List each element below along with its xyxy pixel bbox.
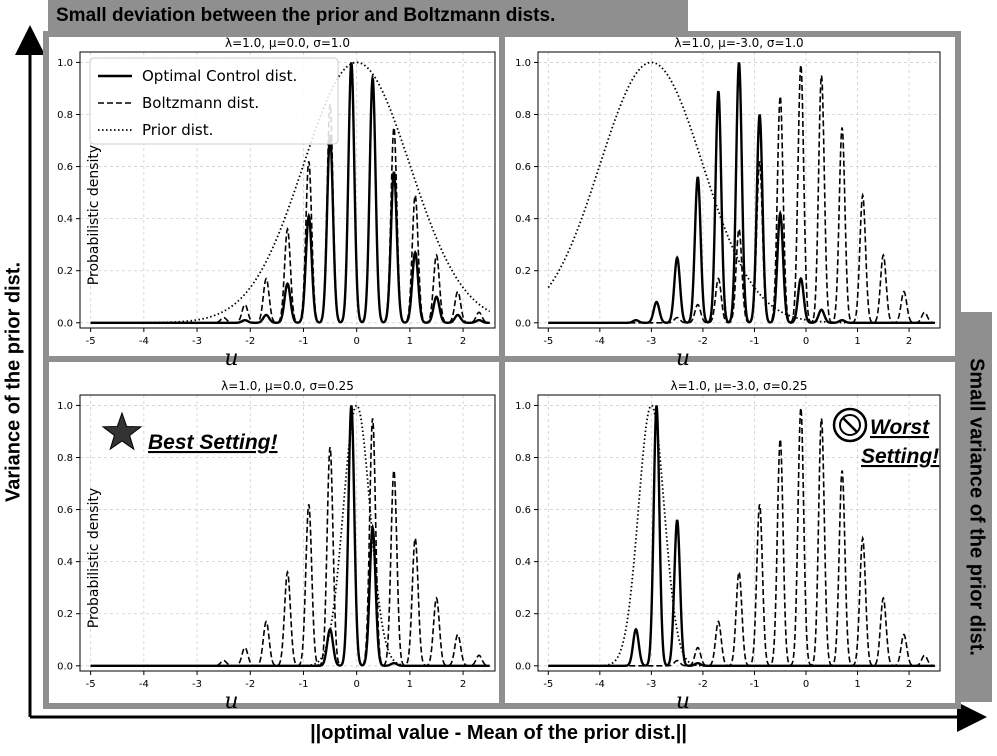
right-banner: Small variance of the prior dist. bbox=[960, 312, 992, 702]
x-tick-label: 2 bbox=[906, 336, 912, 347]
x-tick-label: -2 bbox=[245, 336, 255, 347]
x-tick-label: 1 bbox=[407, 336, 413, 347]
x-tick-label: -4 bbox=[595, 679, 605, 690]
y-tick-label: 0.2 bbox=[515, 266, 531, 277]
x-tick-label: 2 bbox=[460, 679, 466, 690]
y-tick-label: 1.0 bbox=[57, 58, 73, 69]
x-tick-label: 0 bbox=[803, 336, 809, 347]
x-tick-label: 2 bbox=[460, 336, 466, 347]
subplot-1: -5 -4 -3 -2 -1 0 1 2 0.0 0.2 0.4 0.6 0.8 1.0 λ=1.0, μ=… bbox=[57, 36, 496, 371]
y-tick-label: 1.0 bbox=[515, 58, 531, 69]
y-tick-label: 0.0 bbox=[57, 318, 73, 329]
y-tick-label: 0.8 bbox=[57, 453, 73, 464]
y-tick-label: 0.4 bbox=[57, 557, 73, 568]
x-axis-title: u bbox=[676, 689, 690, 714]
y-tick-label: 0.4 bbox=[515, 557, 531, 568]
x-axis-title: u bbox=[676, 346, 690, 371]
series-line-dashed bbox=[90, 405, 490, 667]
plot-area-frame bbox=[79, 51, 496, 329]
x-tick-label: -5 bbox=[86, 679, 96, 690]
series-line-dotted bbox=[548, 404, 935, 667]
x-tick-label: 1 bbox=[854, 336, 860, 347]
subplot-title: λ=1.0, μ=0.0, σ=1.0 bbox=[225, 36, 350, 50]
y-tick-label: 0.0 bbox=[515, 661, 531, 672]
x-tick-label: -3 bbox=[192, 336, 202, 347]
y-axis-title: Probabilistic density bbox=[86, 145, 102, 285]
plot-area-frame bbox=[79, 394, 496, 672]
x-tick-label: 0 bbox=[353, 336, 359, 347]
x-tick-label: 1 bbox=[407, 679, 413, 690]
x-tick-label: 2 bbox=[906, 679, 912, 690]
subplot-4: -5 -4 -3 -2 -1 0 1 2 0.0 0.2 0.4 0.6 0.8 1.0 λ=1.0, μ=… bbox=[515, 379, 941, 714]
x-tick-label: -3 bbox=[646, 336, 656, 347]
prohibited-icon-bar bbox=[842, 417, 858, 433]
series-line-solid bbox=[548, 62, 935, 324]
x-tick-label: -2 bbox=[698, 679, 708, 690]
subplot-title: λ=1.0, μ=0.0, σ=0.25 bbox=[221, 379, 354, 393]
plot-area-frame bbox=[537, 394, 941, 672]
y-tick-label: 0.8 bbox=[515, 110, 531, 121]
legend-entry: Optimal Control dist. bbox=[142, 67, 297, 85]
subplot-title: λ=1.0, μ=-3.0, σ=1.0 bbox=[674, 36, 803, 50]
y-tick-label: 0.6 bbox=[57, 162, 73, 173]
x-tick-label: 0 bbox=[803, 679, 809, 690]
annotation-worst-line2: Setting! bbox=[861, 445, 939, 468]
y-tick-label: 0.0 bbox=[515, 318, 531, 329]
top-banner: Small deviation between the prior and Bo… bbox=[48, 0, 688, 32]
x-tick-label: -5 bbox=[86, 336, 96, 347]
annotation-best: Best Setting! bbox=[148, 431, 278, 454]
x-tick-label: -5 bbox=[543, 679, 553, 690]
y-tick-label: 0.2 bbox=[57, 266, 73, 277]
x-axis-title: u bbox=[224, 689, 238, 714]
x-tick-label: -3 bbox=[192, 679, 202, 690]
subplot-title: λ=1.0, μ=-3.0, σ=0.25 bbox=[671, 379, 808, 393]
x-tick-label: -4 bbox=[139, 336, 149, 347]
y-tick-label: 0.8 bbox=[57, 110, 73, 121]
y-tick-label: 0.2 bbox=[515, 609, 531, 620]
y-tick-label: 0.6 bbox=[515, 505, 531, 516]
x-tick-label: -1 bbox=[749, 336, 759, 347]
annotation-worst-line1: Worst bbox=[870, 416, 930, 439]
x-tick-label: 1 bbox=[854, 679, 860, 690]
star-icon bbox=[101, 411, 143, 451]
x-tick-label: 0 bbox=[353, 679, 359, 690]
y-tick-label: 0.0 bbox=[57, 661, 73, 672]
legend-entry: Boltzmann dist. bbox=[142, 94, 259, 112]
y-tick-label: 0.2 bbox=[57, 609, 73, 620]
prohibited-icon bbox=[832, 407, 868, 443]
series-line-dashed bbox=[548, 64, 935, 324]
subplot-2: -5 -4 -3 -2 -1 0 1 2 0.0 0.2 0.4 0.6 0.8 1.0 λ=1.0, μ=… bbox=[515, 36, 941, 371]
subplot-3: -5 -4 -3 -2 -1 0 1 2 0.0 0.2 0.4 0.6 0.8 1.0 λ=1.0, μ=… bbox=[57, 379, 496, 714]
prohibited-icon-inner bbox=[839, 414, 861, 436]
x-tick-label: -1 bbox=[298, 336, 308, 347]
y-tick-label: 0.4 bbox=[57, 214, 73, 225]
x-tick-label: -3 bbox=[646, 679, 656, 690]
legend-box bbox=[89, 57, 339, 145]
y-tick-label: 0.8 bbox=[515, 453, 531, 464]
x-tick-label: -2 bbox=[245, 679, 255, 690]
series-line-dashed bbox=[90, 62, 490, 324]
legend: Optimal Control dist. Boltzmann dist. Prio… bbox=[89, 57, 339, 145]
x-tick-label: -5 bbox=[543, 336, 553, 347]
x-tick-label: -4 bbox=[139, 679, 149, 690]
plot-area-frame bbox=[537, 51, 941, 329]
series-line-dashed bbox=[548, 407, 935, 667]
legend-entry: Prior dist. bbox=[142, 121, 213, 139]
x-tick-label: -4 bbox=[595, 336, 605, 347]
y-axis-title: Probabilistic density bbox=[86, 488, 102, 628]
y-tick-label: 1.0 bbox=[57, 401, 73, 412]
y-tick-label: 0.4 bbox=[515, 214, 531, 225]
y-tick-label: 0.6 bbox=[515, 162, 531, 173]
x-axis-label: ||optimal value - Mean of the prior dist… bbox=[310, 722, 687, 744]
x-tick-label: -2 bbox=[698, 336, 708, 347]
x-tick-label: -1 bbox=[298, 679, 308, 690]
x-axis-title: u bbox=[224, 346, 238, 371]
y-tick-label: 1.0 bbox=[515, 401, 531, 412]
top-banner-text: Small deviation between the prior and Bo… bbox=[56, 5, 556, 26]
x-tick-label: -1 bbox=[749, 679, 759, 690]
y-tick-label: 0.6 bbox=[57, 505, 73, 516]
